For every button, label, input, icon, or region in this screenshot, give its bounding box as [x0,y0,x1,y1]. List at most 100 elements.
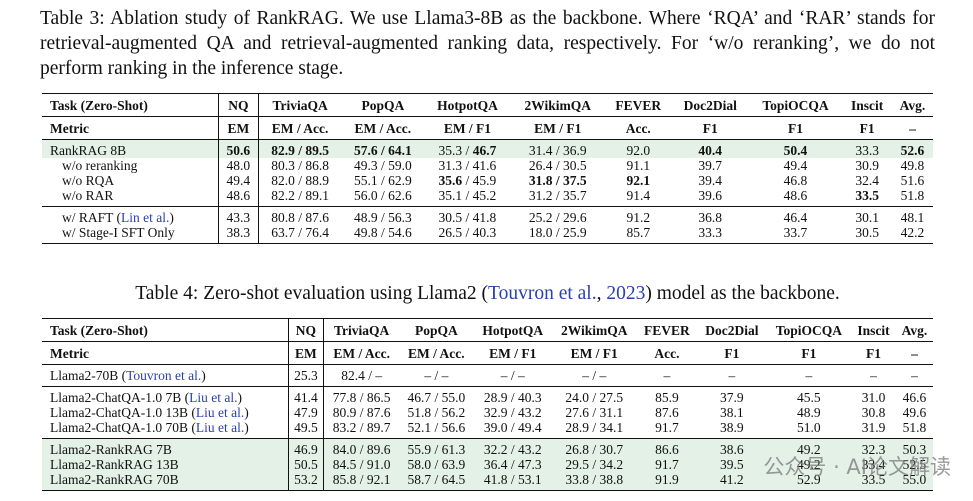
header-cell: Inscit [851,319,896,342]
table-cell: 38.9 [697,420,766,439]
text: 85.7 [626,225,651,240]
table-cell: 31.4 / 36.9 [510,139,605,158]
text: 33.5 [861,472,886,487]
text: 36.8 [698,210,723,225]
table-cell: 30.8 [851,405,896,420]
text: 38.1 [720,405,744,420]
table-cell: 35.6 / 45.9 [424,173,511,188]
text: 35.1 / 45.2 [438,188,497,203]
text: RankRAG 8B [50,143,127,158]
table-cell: 30.5 / 41.8 [424,206,511,225]
table-cell: 26.4 / 30.5 [511,158,605,173]
table-cell: 58.7 / 64.5 [399,472,474,491]
text: – [911,345,918,361]
text: EM / F1 [443,120,492,136]
header-cell: Avg. [892,94,933,117]
row-label: Llama2-70B (Touvron et al.) [42,364,288,387]
bold-text: 46.7 [472,143,497,158]
table-cell: 92.1 [605,173,672,188]
text: Avg. [899,97,926,113]
text: 33.4 [861,457,886,472]
table-cell: 49.8 [892,158,933,173]
text: 49.8 / 54.6 [353,225,412,240]
table-row: w/ RAFT (Lin et al.) 43.3 80.8 / 87.6 48.9 … [42,206,933,225]
text: 49.6 [902,405,927,420]
table-cell: 31.2 / 35.7 [511,188,605,207]
text: 51.0 [797,420,821,435]
table-cell: 42.2 [892,225,933,244]
header-cell: Acc. [636,341,698,365]
table-cell: 30.5 [842,225,892,244]
header-cell: HotpotQA [424,94,511,117]
table-row: RankRAG 8B 50.6 82.9 / 89.5 57.6 / 64.1 35.3… [42,139,933,158]
table-cell: 32.2 / 43.2 [473,438,552,457]
citation: Touvron et al. [488,283,597,304]
header-cell: F1 [697,341,767,365]
table-cell: 39.5 [697,457,767,472]
bold-text: 50.4 [783,143,808,158]
text: 87.6 [655,405,679,420]
text: Llama2-ChatQA-1.0 7B ( [50,390,190,405]
table: Task (Zero-Shot) NQ TriviaQA PopQA HotpotQA 2… [42,93,933,244]
table-cell: 55.1 / 62.9 [342,173,425,188]
text: ) [201,368,206,383]
text: 91.7 [655,420,679,435]
table-cell: – [636,364,698,387]
text: 25.2 / 29.6 [528,210,587,225]
text: 32.4 [855,173,879,188]
table-cell: 39.6 [672,188,749,207]
text: 18.0 / 25.9 [528,225,587,240]
table-cell: 39.0 / 49.4 [474,420,552,439]
text: 33.7 [783,225,808,240]
text: ) [244,405,249,420]
text: 55.1 / 62.9 [353,173,412,188]
text: TopiOCQA [762,97,829,113]
text: 39.0 / 49.4 [483,420,542,435]
table-cell: 27.6 / 31.1 [552,405,637,420]
table-cell: 50.5 [287,457,324,472]
row-label: Llama2-RankRAG 7B [42,438,288,457]
table-cell: 50.4 [748,139,843,158]
table-cell: 86.6 [636,438,698,457]
citation: Touvron et al. [126,368,202,383]
table-caption: Table 3: Ablation study of RankRAG. We u… [40,6,935,81]
bold-text: 40.4 [698,143,723,158]
text: TriviaQA [334,322,390,338]
text: 91.7 [655,457,679,472]
text: EM [295,345,317,361]
header-cell: NQ [218,93,259,117]
text: 46.7 / 55.0 [407,390,466,405]
row-label: w/o reranking [42,158,219,173]
table-caption: Table 4: Zero-shot evaluation using Llam… [40,281,935,306]
table-cell: 91.7 [636,457,698,472]
table-cell: 92.0 [604,139,672,158]
table-cell: 91.2 [604,206,672,225]
table-cell: 56.0 / 62.6 [342,188,425,207]
text: 30.5 [855,225,879,240]
text: 50.3 [902,442,927,457]
table-cell: – / – [551,364,637,387]
header-cell: NQ [287,318,324,342]
table-cell: 35.3 / 46.7 [424,139,511,158]
text: 48.0 [226,158,251,173]
table: Task (Zero-Shot) NQ TriviaQA PopQA HotpotQA 2… [42,318,933,491]
header-cell: EM [287,341,324,365]
table-cell: 39.4 [672,173,749,188]
text: 2WikimQA [560,322,628,338]
table-cell: 49.6 [896,405,933,420]
table-cell: 49.8 / 54.6 [342,225,425,244]
table-cell: 84.5 / 91.0 [323,457,400,472]
text: FEVER [615,97,662,113]
table-cell: 53.2 [287,472,324,491]
text: 58.0 / 63.9 [407,457,466,472]
row-label: Llama2-ChatQA-1.0 7B (Liu et al.) [42,386,288,405]
table-cell: 35.1 / 45.2 [424,188,511,207]
text: 29.5 / 34.2 [565,457,624,472]
bold-text: 33.5 [855,188,879,203]
table-cell: 51.8 [896,420,933,439]
text: 49.4 [783,158,808,173]
table-cell: 32.3 [851,438,896,457]
header-cell: F1 [842,116,892,140]
header-cell: TopiOCQA [749,94,843,117]
text: 82.4 / – [341,368,383,383]
